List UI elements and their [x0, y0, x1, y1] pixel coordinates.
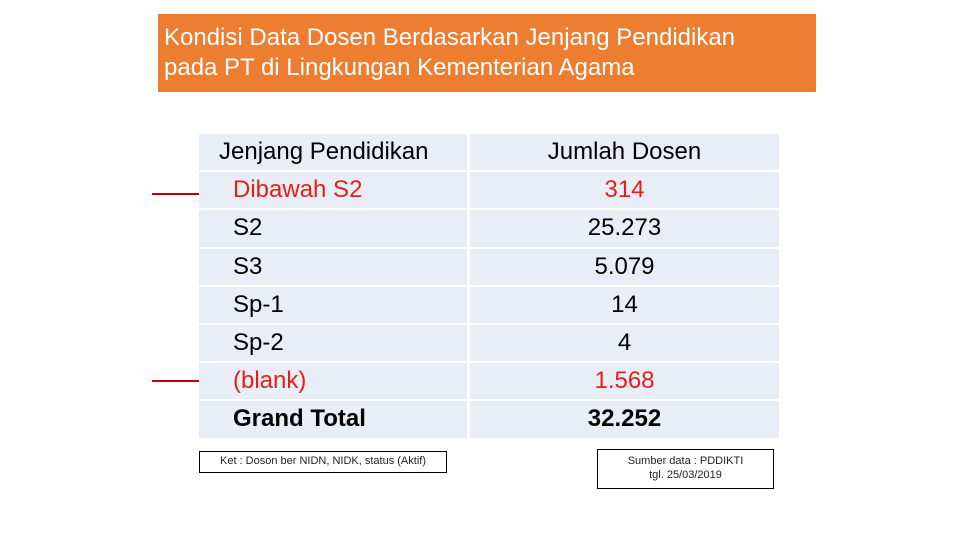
header-jumlah: Jumlah Dosen: [470, 134, 779, 173]
table-row: Sp-2 4: [199, 324, 779, 364]
table-row: S3 5.079: [199, 248, 779, 287]
cell-jenjang: S2: [199, 210, 467, 249]
header-jenjang: Jenjang Pendidikan: [199, 134, 467, 173]
table-row: Sp-1 14: [199, 286, 779, 325]
table-header-row: Jenjang Pendidikan Jumlah Dosen: [199, 134, 779, 173]
table-row: Dibawah S2 314: [199, 172, 779, 211]
cell-jenjang: Grand Total: [199, 401, 467, 440]
cell-jenjang: (blank): [199, 363, 467, 402]
cell-jumlah: 4: [470, 324, 779, 364]
title-line-2: pada PT di Lingkungan Kementerian Agama: [164, 54, 635, 81]
title-line-1: Kondisi Data Dosen Berdasarkan Jenjang P…: [164, 24, 736, 51]
cell-jumlah: 1.568: [470, 363, 779, 402]
table-total-row: Grand Total 32.252: [199, 401, 779, 440]
note-sumber-line-1: Sumber data : PDDIKTI: [627, 455, 744, 467]
title-banner: Kondisi Data Dosen Berdasarkan Jenjang P…: [158, 14, 816, 92]
cell-jumlah: 314: [470, 172, 779, 211]
table-row: (blank) 1.568: [199, 363, 779, 402]
cell-jumlah: 32.252: [470, 401, 779, 440]
cell-jenjang: Sp-1: [199, 286, 467, 325]
note-keterangan: Ket : Doson ber NIDN, NIDK, status (Akti…: [199, 451, 447, 473]
cell-jumlah: 14: [470, 286, 779, 325]
cell-jumlah: 5.079: [470, 248, 779, 287]
table-row: S2 25.273: [199, 210, 779, 249]
cell-jumlah: 25.273: [470, 210, 779, 249]
cell-jenjang: Dibawah S2: [199, 172, 467, 211]
education-table: Jenjang Pendidikan Jumlah Dosen Dibawah …: [199, 134, 779, 440]
note-sumber-data: Sumber data : PDDIKTI tgl. 25/03/2019: [597, 449, 774, 489]
note-sumber-line-2: tgl. 25/03/2019: [649, 469, 722, 481]
cell-jenjang: Sp-2: [199, 324, 467, 364]
cell-jenjang: S3: [199, 248, 467, 287]
